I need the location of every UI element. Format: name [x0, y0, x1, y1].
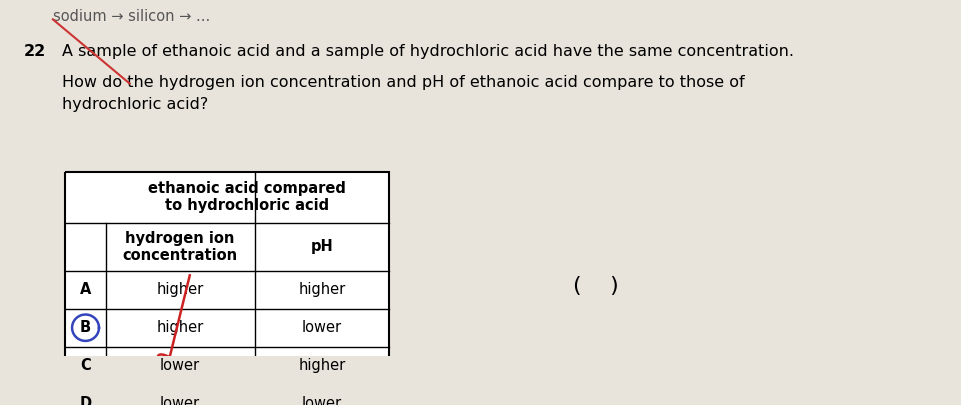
- Text: A: A: [80, 282, 91, 297]
- Text: higher: higher: [157, 282, 204, 297]
- Text: sodium → silicon → ...: sodium → silicon → ...: [53, 9, 210, 24]
- Text: higher: higher: [298, 282, 346, 297]
- Text: lower: lower: [160, 358, 200, 373]
- Text: B: B: [80, 320, 91, 335]
- Text: hydrogen ion
concentration: hydrogen ion concentration: [123, 230, 237, 263]
- Text: D: D: [80, 396, 91, 405]
- Text: pH: pH: [310, 239, 333, 254]
- Bar: [65, 172, 389, 405]
- Text: (    ): ( ): [573, 276, 619, 296]
- Text: higher: higher: [298, 358, 346, 373]
- Text: lower: lower: [302, 320, 342, 335]
- Text: lower: lower: [160, 396, 200, 405]
- Text: How do the hydrogen ion concentration and pH of ethanoic acid compare to those o: How do the hydrogen ion concentration an…: [62, 75, 745, 90]
- Text: ethanoic acid compared
to hydrochloric acid: ethanoic acid compared to hydrochloric a…: [149, 181, 346, 213]
- Text: A sample of ethanoic acid and a sample of hydrochloric acid have the same concen: A sample of ethanoic acid and a sample o…: [62, 44, 795, 59]
- Text: 22: 22: [24, 44, 46, 59]
- Text: lower: lower: [302, 396, 342, 405]
- Text: hydrochloric acid?: hydrochloric acid?: [62, 97, 209, 112]
- Text: C: C: [80, 358, 91, 373]
- Bar: [65, 172, 389, 405]
- Text: higher: higher: [157, 320, 204, 335]
